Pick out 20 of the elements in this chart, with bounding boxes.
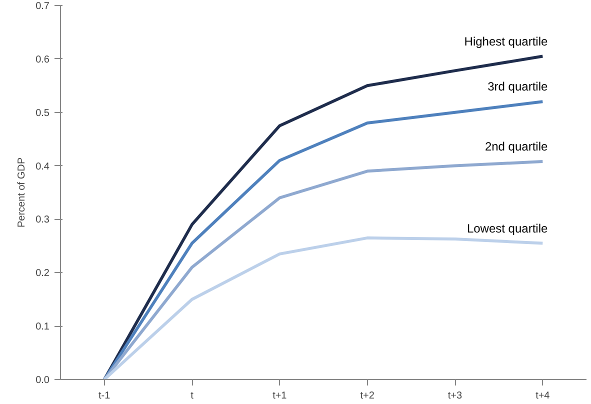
- y-axis-title: Percent of GDP: [16, 157, 28, 228]
- line-series: [102, 236, 544, 380]
- y-tick-label: 0.3: [36, 214, 50, 226]
- y-tick-label: 0.5: [36, 108, 50, 119]
- y-tick-label: 0.2: [36, 268, 50, 280]
- y-tick-label: 0.4: [36, 161, 50, 172]
- y-tick-label: 0.7: [36, 1, 50, 12]
- y-tick-label: 0.1: [36, 322, 50, 333]
- series-label: 3rd quartile: [488, 80, 548, 94]
- x-tick-label: t+2: [360, 390, 375, 402]
- y-tick-label: 0.6: [36, 54, 50, 66]
- series-label: Lowest quartile: [466, 221, 548, 236]
- x-tick-label: t-1: [98, 390, 111, 402]
- x-tick-label: t+1: [272, 390, 288, 402]
- x-tick-label: t: [190, 390, 194, 402]
- y-tick-label: 0.0: [36, 375, 50, 386]
- series-label: 2nd quartile: [484, 140, 548, 154]
- x-tick-label: t+3: [448, 390, 463, 402]
- series-label: Highest quartile: [464, 34, 548, 48]
- x-tick-label: t+4: [536, 390, 550, 402]
